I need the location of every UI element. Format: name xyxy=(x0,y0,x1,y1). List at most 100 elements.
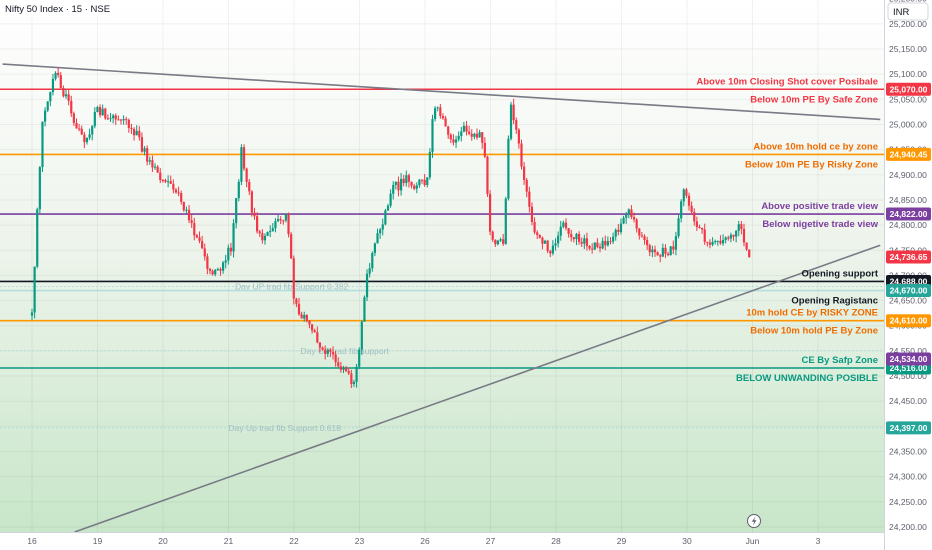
candle-body[interactable] xyxy=(698,227,701,229)
candle-body[interactable] xyxy=(329,349,332,352)
candle-body[interactable] xyxy=(721,240,725,244)
candle-body[interactable] xyxy=(303,315,306,319)
candle-body[interactable] xyxy=(250,191,253,213)
candle-body[interactable] xyxy=(368,268,371,274)
candle-body[interactable] xyxy=(352,381,356,385)
candle-body[interactable] xyxy=(468,131,471,134)
candle-body[interactable] xyxy=(533,222,536,233)
candle-body[interactable] xyxy=(282,220,285,222)
candle-body[interactable] xyxy=(397,181,400,191)
candle-body[interactable] xyxy=(656,252,659,256)
candle-body[interactable] xyxy=(104,108,107,119)
candle-body[interactable] xyxy=(51,78,55,93)
candle-body[interactable] xyxy=(577,233,581,242)
candle-body[interactable] xyxy=(714,240,717,242)
candle-body[interactable] xyxy=(680,201,683,219)
candle-body[interactable] xyxy=(143,148,146,152)
candle-body[interactable] xyxy=(562,222,565,227)
candle-body[interactable] xyxy=(567,228,570,234)
candle-body[interactable] xyxy=(536,232,539,235)
candle-body[interactable] xyxy=(682,189,685,202)
candle-body[interactable] xyxy=(646,239,649,246)
candle-body[interactable] xyxy=(214,269,217,275)
candle-body[interactable] xyxy=(570,233,573,238)
candle-body[interactable] xyxy=(177,192,180,194)
candle-body[interactable] xyxy=(520,143,523,167)
candle-body[interactable] xyxy=(75,122,78,129)
candle-body[interactable] xyxy=(612,236,615,242)
candle-body[interactable] xyxy=(402,178,405,184)
candle-body[interactable] xyxy=(30,312,34,316)
candle-body[interactable] xyxy=(161,179,164,181)
candle-body[interactable] xyxy=(151,160,154,168)
candle-body[interactable] xyxy=(606,241,609,246)
candle-body[interactable] xyxy=(114,115,117,120)
candle-body[interactable] xyxy=(737,224,740,231)
candle-body[interactable] xyxy=(174,189,178,193)
candle-body[interactable] xyxy=(549,250,552,254)
candle-body[interactable] xyxy=(507,138,510,199)
candle-body[interactable] xyxy=(350,373,353,385)
candle-body[interactable] xyxy=(316,332,319,343)
candle-body[interactable] xyxy=(517,129,520,144)
candle-body[interactable] xyxy=(386,205,390,211)
candle-body[interactable] xyxy=(221,262,225,271)
candle-body[interactable] xyxy=(441,115,445,119)
candle-body[interactable] xyxy=(80,128,83,135)
candle-body[interactable] xyxy=(203,248,206,257)
candle-body[interactable] xyxy=(93,111,96,127)
candle-body[interactable] xyxy=(261,233,264,241)
candle-body[interactable] xyxy=(564,222,568,229)
candle-body[interactable] xyxy=(292,258,295,299)
candle-body[interactable] xyxy=(156,166,159,173)
candle-body[interactable] xyxy=(486,156,489,194)
candle-body[interactable] xyxy=(119,119,123,121)
candle-body[interactable] xyxy=(701,227,704,230)
candle-body[interactable] xyxy=(379,229,382,234)
candle-body[interactable] xyxy=(523,166,526,180)
candle-body[interactable] xyxy=(148,160,151,162)
candle-body[interactable] xyxy=(70,100,73,114)
candle-body[interactable] xyxy=(483,142,486,157)
candle-body[interactable] xyxy=(38,167,41,210)
candle-body[interactable] xyxy=(135,130,138,136)
candle-body[interactable] xyxy=(454,139,458,143)
candle-body[interactable] xyxy=(106,118,110,120)
candle-body[interactable] xyxy=(502,239,505,244)
candle-body[interactable] xyxy=(269,230,272,233)
candle-body[interactable] xyxy=(342,367,345,370)
candle-body[interactable] xyxy=(687,195,691,206)
candle-body[interactable] xyxy=(604,240,607,246)
candle-body[interactable] xyxy=(140,137,144,152)
candle-body[interactable] xyxy=(365,273,369,298)
candle-body[interactable] xyxy=(266,232,269,236)
candle-body[interactable] xyxy=(208,268,212,271)
candle-body[interactable] xyxy=(572,237,575,240)
candle-body[interactable] xyxy=(640,235,644,237)
candle-body[interactable] xyxy=(625,214,628,218)
lightning-icon[interactable] xyxy=(747,514,761,528)
candle-body[interactable] xyxy=(62,88,65,97)
candle-body[interactable] xyxy=(240,147,243,182)
candle-body[interactable] xyxy=(661,247,664,257)
candle-body[interactable] xyxy=(504,198,507,244)
candle-body[interactable] xyxy=(588,246,591,249)
candle-body[interactable] xyxy=(609,241,612,243)
candle-body[interactable] xyxy=(295,298,298,304)
candle-body[interactable] xyxy=(530,206,534,223)
candle-body[interactable] xyxy=(232,223,235,252)
candle-body[interactable] xyxy=(172,183,175,190)
candle-body[interactable] xyxy=(666,253,670,256)
candle-body[interactable] xyxy=(64,94,68,97)
candle-body[interactable] xyxy=(512,104,515,121)
candle-body[interactable] xyxy=(373,243,377,254)
candle-body[interactable] xyxy=(405,175,408,184)
candle-body[interactable] xyxy=(653,249,657,253)
trendlines[interactable] xyxy=(2,63,881,533)
candle-body[interactable] xyxy=(554,243,557,246)
candle-body[interactable] xyxy=(36,209,39,267)
candle-body[interactable] xyxy=(496,240,500,245)
candle-body[interactable] xyxy=(384,210,387,225)
candle-body[interactable] xyxy=(279,219,282,221)
candle-body[interactable] xyxy=(190,220,193,224)
